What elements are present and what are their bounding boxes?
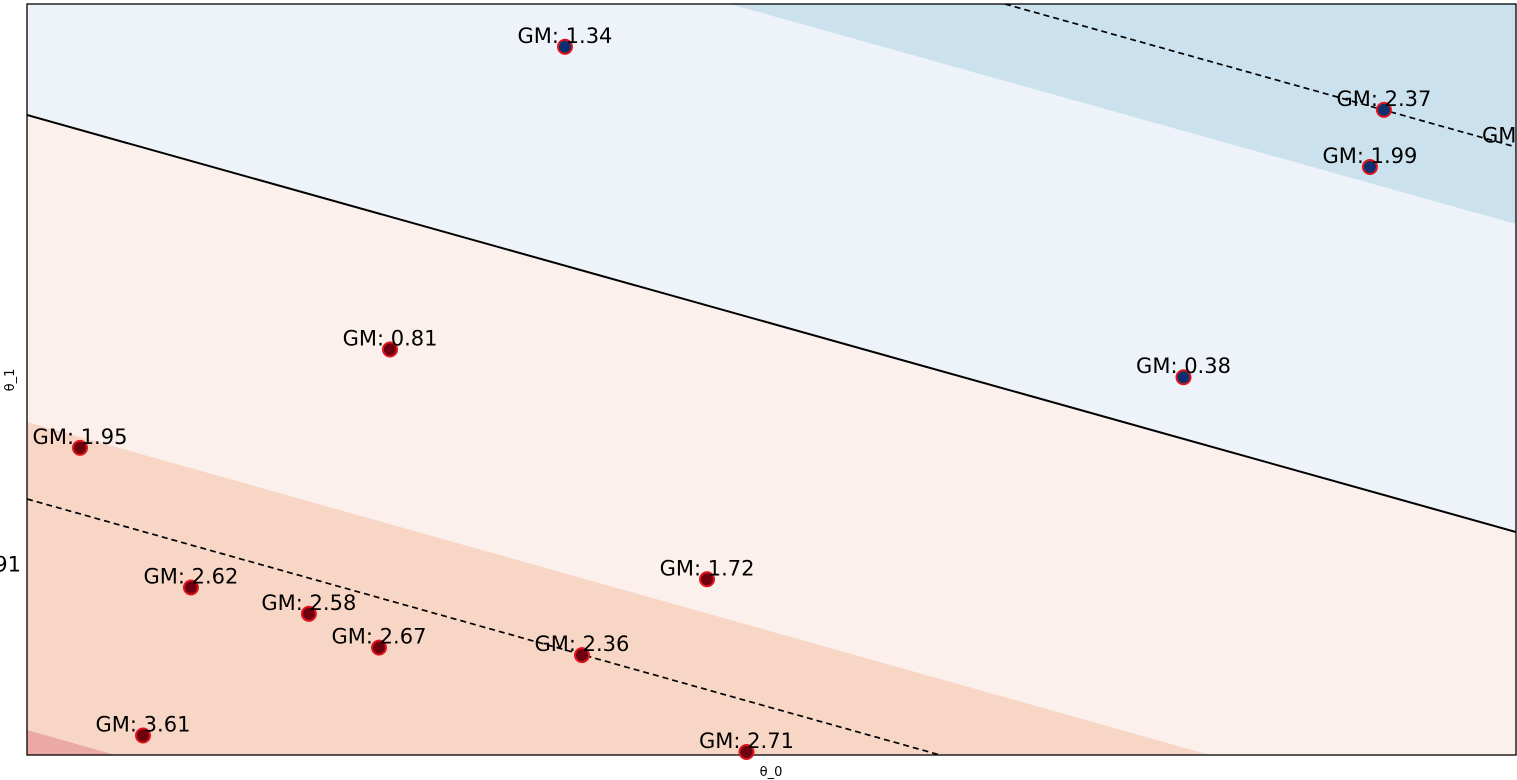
region-pos-weak — [27, 4, 1516, 532]
data-point-label: GM: 1.34 — [518, 24, 613, 48]
data-point-marker — [556, 38, 573, 55]
decision-boundary-line — [27, 114, 1516, 533]
clipped-point-label: 2.91 — [0, 553, 21, 577]
region-neg-strong — [27, 730, 115, 755]
data-point-marker — [1375, 101, 1392, 118]
data-point-marker — [738, 743, 755, 760]
data-point-marker — [370, 639, 387, 656]
y-axis-label: θ_1 — [3, 369, 18, 392]
upper-margin-line — [1004, 4, 1516, 148]
data-point-label: GM: 2.37 — [1336, 87, 1431, 111]
data-point-marker — [182, 579, 199, 596]
data-point-marker — [382, 341, 399, 358]
region-pos-strong — [730, 4, 1516, 224]
data-point-label: GM: 0.38 — [1136, 354, 1231, 378]
data-point-marker — [134, 727, 151, 744]
lower-margin-line — [27, 498, 941, 755]
data-point-label: GM: 2.62 — [143, 565, 238, 589]
data-point-marker — [300, 605, 317, 622]
decision-lines — [27, 4, 1516, 755]
data-point-label: GM: 1.95 — [33, 425, 128, 449]
x-axis-label: θ_0 — [760, 765, 783, 780]
data-point-label: GM: 1.99 — [1322, 144, 1417, 168]
data-point-marker — [1175, 369, 1192, 386]
decision-regions — [27, 4, 1516, 755]
clipped-point-label: GM — [1482, 124, 1516, 148]
data-point-label: GM: 1.72 — [660, 556, 755, 580]
data-point-label: GM: 0.81 — [343, 326, 438, 350]
data-point-marker — [699, 571, 716, 588]
data-point-label: GM: 2.58 — [261, 591, 356, 615]
data-point-label: GM: 2.36 — [534, 632, 629, 656]
data-point-marker — [1361, 158, 1378, 175]
data-point-marker — [573, 647, 590, 664]
data-point-marker — [72, 439, 89, 456]
data-points: GM: 1.34 GM: 2.37 GM: 1.99 GM: 0.38 GM: 0.81… — [0, 24, 1516, 760]
data-point-label: GM: 2.67 — [332, 625, 427, 649]
data-point-label: GM: 2.71 — [699, 729, 794, 753]
region-neg-mid — [27, 422, 1210, 755]
plot-frame — [26, 3, 1517, 756]
data-point-label: GM: 3.61 — [96, 712, 191, 736]
